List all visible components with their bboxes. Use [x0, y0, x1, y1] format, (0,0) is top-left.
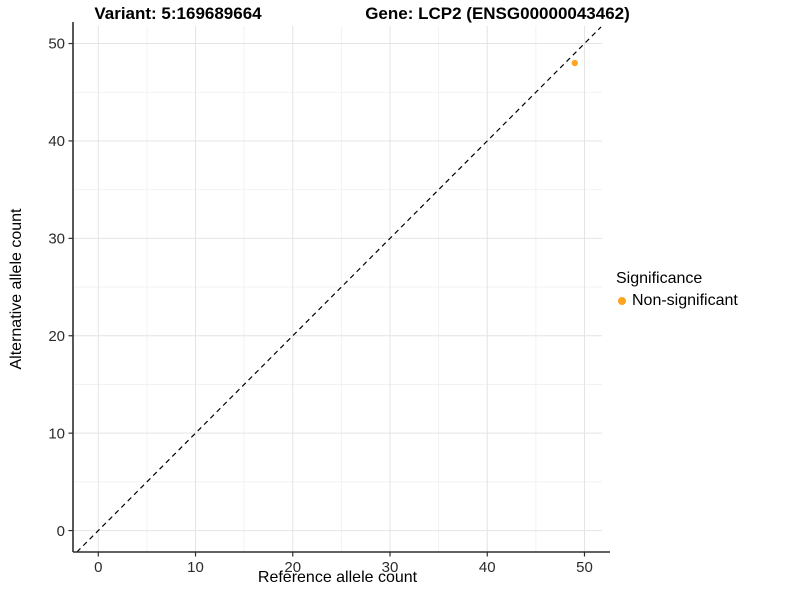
legend-item-non-significant: Non-significant: [616, 292, 738, 310]
svg-text:0: 0: [57, 523, 65, 540]
svg-text:30: 30: [48, 231, 65, 248]
legend-item-label: Non-significant: [632, 292, 738, 309]
x-axis-title: Reference allele count: [257, 569, 418, 586]
plot-title-gene: Gene: LCP2 (ENSG00000043462): [365, 4, 630, 23]
svg-text:40: 40: [48, 133, 65, 150]
svg-text:20: 20: [48, 328, 65, 345]
plot-title-variant: Variant: 5:169689664: [94, 4, 262, 23]
svg-text:40: 40: [479, 559, 496, 576]
legend-title: Significance: [616, 270, 703, 287]
y-axis-title: Alternative allele count: [8, 208, 25, 370]
legend-point-icon: [618, 297, 626, 305]
svg-text:30: 30: [382, 559, 399, 576]
svg-text:10: 10: [48, 425, 65, 442]
svg-text:50: 50: [576, 559, 593, 576]
svg-text:10: 10: [187, 559, 204, 576]
legend: Significance Non-significant: [616, 270, 738, 310]
svg-text:0: 0: [94, 559, 102, 576]
svg-text:50: 50: [48, 36, 65, 53]
svg-text:20: 20: [284, 559, 301, 576]
